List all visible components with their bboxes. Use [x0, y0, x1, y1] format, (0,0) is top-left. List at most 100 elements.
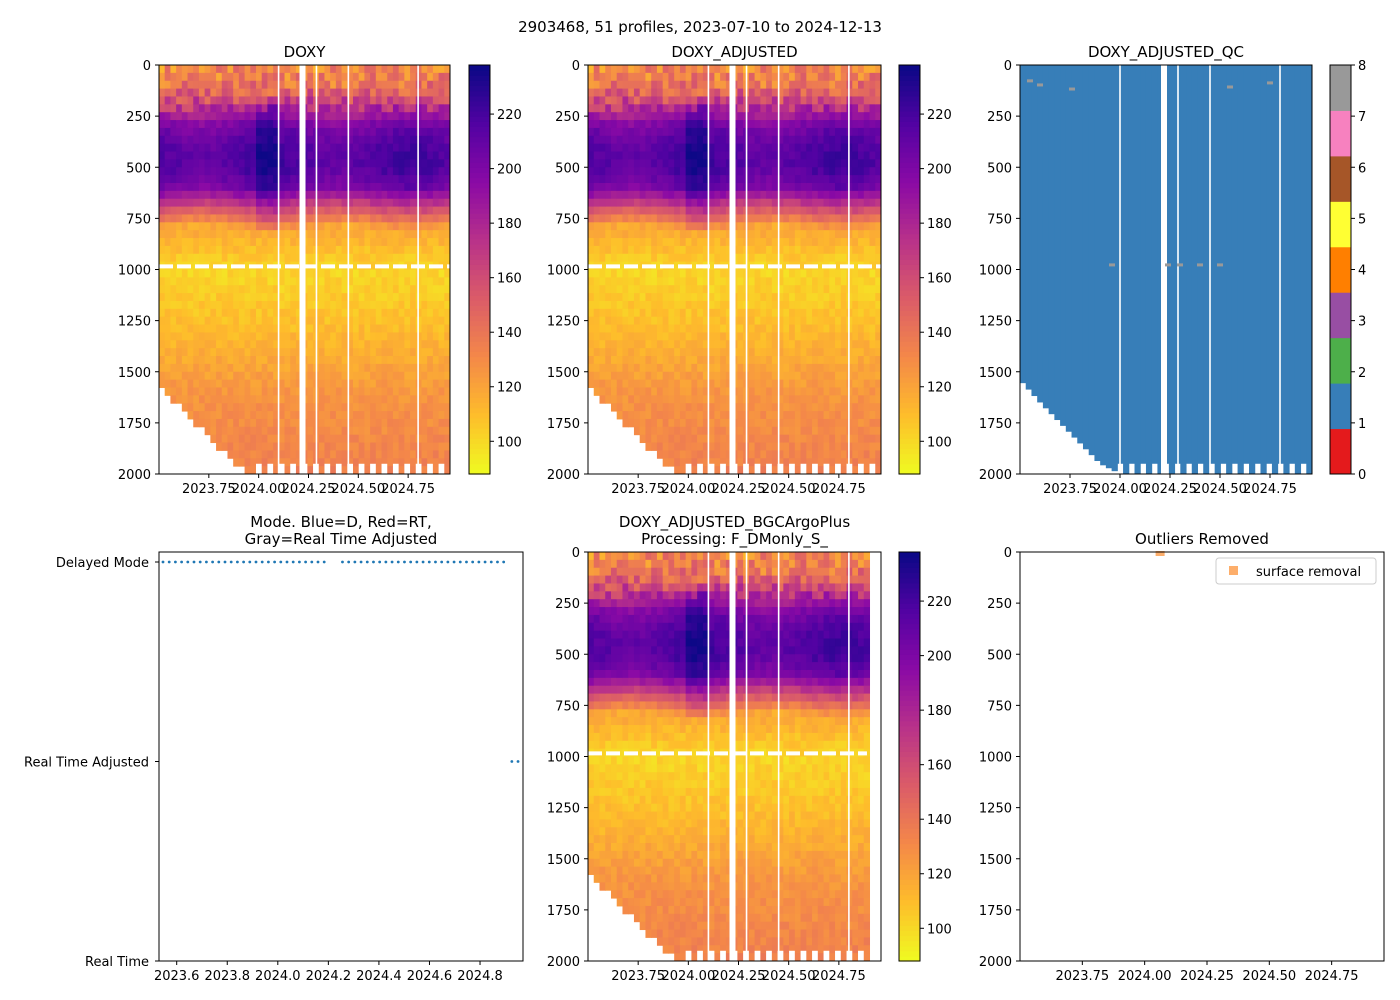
- doxy_adjusted-cell: [725, 269, 733, 278]
- doxy_adjusted-cell: [823, 151, 830, 160]
- doxy_adjusted-cell: [588, 127, 595, 137]
- doxy-cell: [392, 253, 400, 263]
- doxy-cell: [284, 340, 291, 349]
- doxy-cell: [198, 332, 206, 341]
- doxy_adjusted-cell: [691, 466, 698, 475]
- doxy-cell: [210, 269, 217, 278]
- doxy-cell: [216, 300, 223, 310]
- doxy-cell: [170, 261, 177, 270]
- doxy_adjusted-cell: [725, 356, 733, 365]
- doxy_adjusted-cell: [771, 135, 779, 145]
- doxy-cell: [404, 411, 411, 420]
- doxy-cell: [273, 269, 280, 278]
- doxy_adjusted-cell: [800, 198, 807, 208]
- doxy_adjusted-cell: [725, 403, 733, 412]
- doxy_adjusted-cell: [737, 190, 744, 200]
- doxy_adjusted-cell: [766, 88, 773, 97]
- doxy-cell: [233, 277, 240, 286]
- doxy_adjusted-cell: [760, 151, 767, 160]
- doxy_adjusted-cell: [616, 72, 623, 82]
- doxy_adjusted-cell: [633, 363, 641, 373]
- doxy-cell: [273, 442, 280, 451]
- doxy-xtick-label: 2023.75: [182, 482, 236, 497]
- doxy-cell: [227, 182, 234, 192]
- doxy-cell: [295, 426, 303, 436]
- doxy-cell: [216, 434, 223, 444]
- doxy-cell: [244, 198, 251, 208]
- doxy_adjusted-cell: [674, 324, 681, 333]
- doxy-cell: [375, 175, 383, 184]
- doxy_adjusted-cell: [691, 261, 698, 270]
- doxy-cell: [278, 403, 286, 412]
- doxy-cell: [290, 143, 297, 153]
- doxy-cell: [370, 190, 377, 200]
- doxy_adjusted-cell: [628, 159, 635, 168]
- doxy-cell: [176, 104, 183, 113]
- doxy-cell: [432, 151, 440, 160]
- doxy_adjusted-cell: [789, 198, 796, 208]
- doxy_adjusted-cell: [639, 96, 646, 105]
- doxy_adjusted-cell: [720, 96, 727, 105]
- doxy-cell: [444, 395, 451, 404]
- doxy-cell: [375, 426, 383, 436]
- doxy-cell: [284, 324, 291, 333]
- doxy_adjusted-cell: [593, 387, 600, 396]
- doxy-cell: [193, 395, 200, 404]
- doxy-cell: [198, 363, 206, 373]
- doxy-colorbar-band: [469, 264, 490, 271]
- doxy_adjusted-cell: [823, 434, 830, 444]
- doxy-cell: [347, 151, 354, 160]
- doxy_adjusted-cell: [685, 442, 692, 451]
- doxy-xtick-label: 2024.00: [232, 482, 286, 497]
- doxy_adjusted-cell: [622, 245, 629, 255]
- doxy-cell: [284, 348, 291, 357]
- doxy-cell: [444, 324, 451, 333]
- doxy_adjusted-cell: [725, 450, 733, 459]
- doxy_adjusted-cell: [651, 442, 658, 451]
- doxy-cell: [347, 230, 354, 239]
- doxy-cell: [187, 80, 194, 90]
- doxy-cell: [318, 127, 325, 137]
- doxy_adjusted-cell: [691, 308, 698, 318]
- doxy_adjusted-cell: [674, 88, 681, 97]
- doxy-cell: [198, 127, 206, 137]
- doxy_adjusted-cell: [616, 387, 623, 396]
- doxy-cell: [227, 253, 234, 263]
- doxy-cell: [198, 80, 206, 90]
- doxy-cell: [410, 340, 417, 349]
- doxy-cell: [250, 348, 257, 357]
- doxy_adjusted-cell: [593, 214, 600, 223]
- doxy-cell: [238, 245, 246, 255]
- doxy-cell: [398, 143, 405, 153]
- doxy_adjusted-cell: [760, 127, 767, 137]
- doxy_adjusted-cell: [754, 450, 761, 459]
- doxy_adjusted-cell: [685, 214, 692, 223]
- doxy_adjusted-cell: [656, 418, 664, 428]
- doxy-cell: [370, 300, 377, 310]
- doxy-cell: [170, 72, 177, 82]
- doxy-cell: [267, 182, 274, 192]
- doxy_adjusted-cell: [748, 253, 756, 263]
- doxy_adjusted-cell: [754, 182, 761, 192]
- doxy-cell: [295, 206, 303, 215]
- doxy-cell: [353, 316, 360, 326]
- doxy-cell: [318, 340, 325, 349]
- doxy_adjusted-cell: [639, 80, 646, 90]
- doxy_adjusted-cell: [800, 214, 807, 223]
- doxy-cell: [256, 143, 263, 153]
- doxy-cell: [358, 206, 365, 215]
- doxy_adjusted-cell: [599, 379, 606, 388]
- doxy-cell: [244, 434, 251, 444]
- doxy_adjusted-cell: [725, 434, 733, 444]
- doxy-cell: [404, 293, 411, 302]
- doxy-cell: [233, 387, 240, 396]
- doxy_adjusted-cell: [829, 277, 836, 286]
- doxy_adjusted-cell: [840, 324, 848, 333]
- doxy_adjusted-cell: [656, 151, 664, 160]
- doxy_adjusted-cell: [605, 269, 612, 278]
- doxy-cell: [347, 450, 354, 459]
- doxy-cell: [330, 222, 337, 231]
- doxy_adjusted-cell: [588, 253, 595, 263]
- doxy_adjusted-cell: [794, 72, 802, 82]
- doxy-cell: [273, 348, 280, 357]
